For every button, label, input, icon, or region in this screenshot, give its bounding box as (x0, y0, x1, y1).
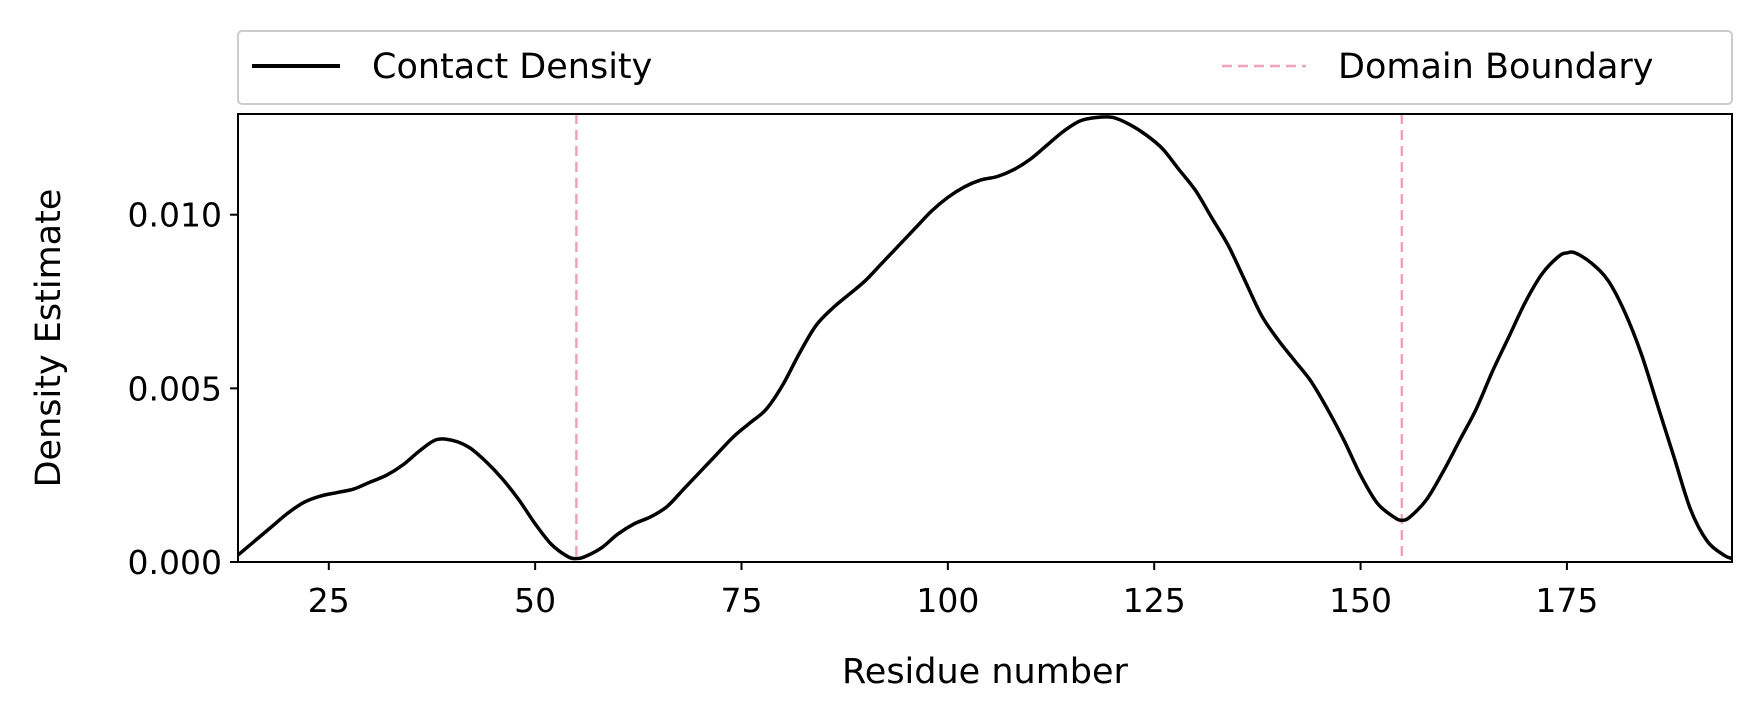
x-axis: 25 50 75 100 125 150 175 (308, 562, 1598, 620)
legend: Contact Density Domain Boundary (237, 30, 1733, 105)
y-axis-title: Density Estimate (29, 189, 69, 488)
x-tick-label: 75 (721, 581, 763, 620)
plot-area (237, 113, 1733, 563)
y-axis: 0.000 0.005 0.010 (128, 196, 238, 582)
y-tick-label: 0.000 (128, 543, 222, 582)
legend-label-domain-boundary: Domain Boundary (1338, 47, 1654, 87)
legend-frame (237, 30, 1733, 105)
y-tick-label: 0.010 (128, 196, 222, 235)
x-tick-label: 125 (1123, 581, 1186, 620)
x-tick-label: 175 (1535, 581, 1598, 620)
plot-frame (237, 113, 1733, 563)
x-tick-label: 50 (514, 581, 556, 620)
legend-label-contact-density: Contact Density (372, 47, 652, 87)
x-tick-label: 100 (916, 581, 979, 620)
y-tick-label: 0.005 (128, 369, 222, 408)
x-tick-label: 25 (308, 581, 350, 620)
x-axis-title: Residue number (842, 652, 1129, 692)
x-tick-label: 150 (1329, 581, 1392, 620)
contact-density-line (238, 115, 1732, 561)
